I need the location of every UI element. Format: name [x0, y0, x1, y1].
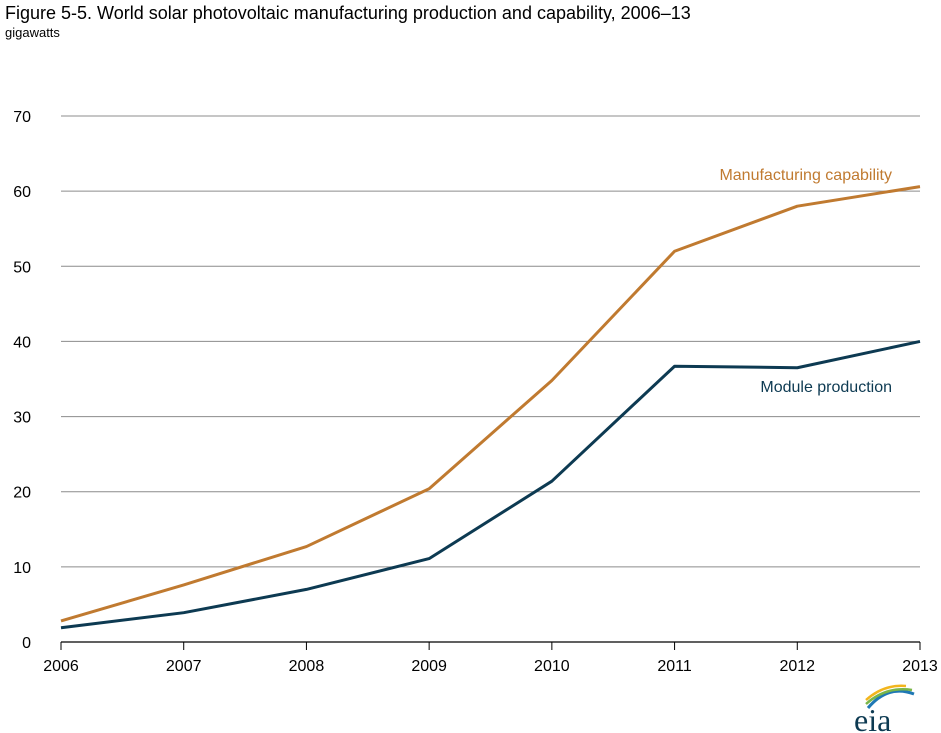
eia-logo: eia	[854, 684, 915, 733]
logo-arc-green	[865, 688, 913, 705]
x-tick-label: 2007	[166, 658, 202, 675]
x-tick-label: 2013	[902, 658, 938, 675]
logo-arc-blue	[866, 689, 915, 709]
y-tick-label: 70	[13, 109, 31, 126]
y-tick-label: 40	[13, 334, 31, 351]
y-axis-ticks: 0 10 20 30 40 50 60 70	[13, 109, 31, 652]
x-tick-label: 2006	[43, 658, 79, 675]
y-tick-label: 30	[13, 410, 31, 427]
gridlines	[61, 115, 920, 568]
logo-text: eia	[854, 702, 891, 733]
y-tick-label: 20	[13, 485, 31, 502]
series-line-0	[60, 185, 921, 623]
logo-arc-yellow	[865, 684, 907, 701]
y-tick-label: 10	[13, 560, 31, 577]
x-tick-label: 2009	[411, 658, 447, 675]
y-tick-label: 0	[22, 635, 31, 652]
y-tick-label: 60	[13, 184, 31, 201]
series-label-1: Module production	[760, 379, 892, 396]
series-labels: Manufacturing capability Module productio…	[719, 167, 892, 396]
series-label-0: Manufacturing capability	[719, 167, 892, 184]
x-tick-label: 2008	[289, 658, 325, 675]
y-tick-label: 50	[13, 259, 31, 276]
series-line-1	[60, 339, 921, 630]
chart-subtitle: gigawatts	[5, 25, 60, 40]
series-lines	[60, 185, 921, 630]
x-tick-label: 2011	[657, 658, 692, 675]
chart-title: Figure 5-5. World solar photovoltaic man…	[5, 3, 691, 23]
x-tick-label: 2012	[779, 658, 815, 675]
x-axis: 2006 2007 2008 2009 2010 2011 2012 2013	[43, 641, 938, 675]
x-tick-label: 2010	[534, 658, 570, 675]
